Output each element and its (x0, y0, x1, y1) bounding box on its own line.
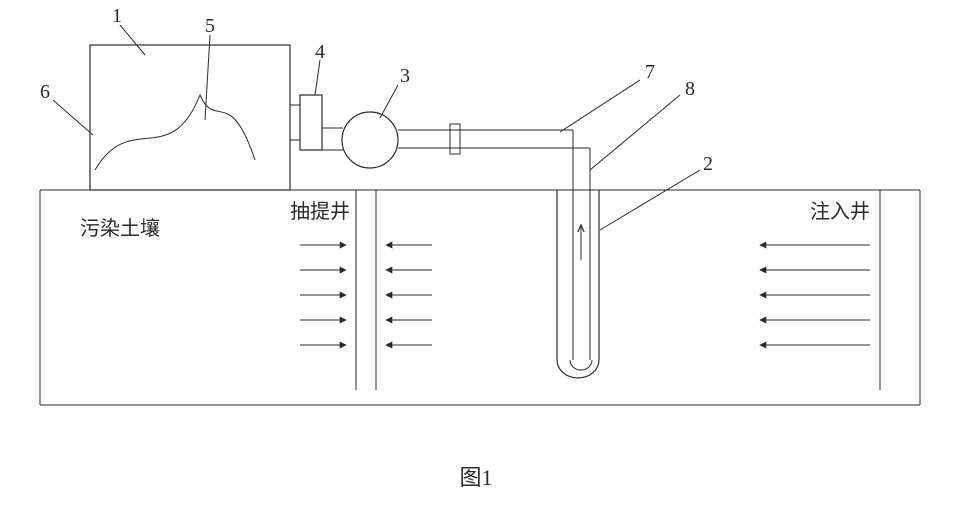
pump (342, 112, 398, 168)
equipment-box (90, 45, 290, 190)
small-component (300, 95, 322, 150)
label-injection-well: 注入井 (810, 200, 870, 223)
callout-1: 1 (112, 5, 122, 27)
callout-3: 3 (400, 65, 410, 87)
callout-4: 4 (315, 41, 325, 63)
callout-6: 6 (40, 81, 50, 103)
label-extraction-well: 抽提井 (290, 200, 350, 223)
callout-7: 7 (645, 61, 655, 83)
callout-8: 8 (685, 78, 695, 100)
label-contaminated-soil: 污染土壤 (80, 217, 160, 240)
soil-remediation-diagram: 1 5 6 4 3 7 8 2 污染土壤 抽提井 注入井 图1 (0, 0, 953, 526)
pipe-horizontal (398, 124, 590, 154)
callout-2: 2 (703, 153, 713, 175)
callout-5: 5 (205, 15, 215, 37)
figure-caption: 图1 (459, 465, 492, 490)
